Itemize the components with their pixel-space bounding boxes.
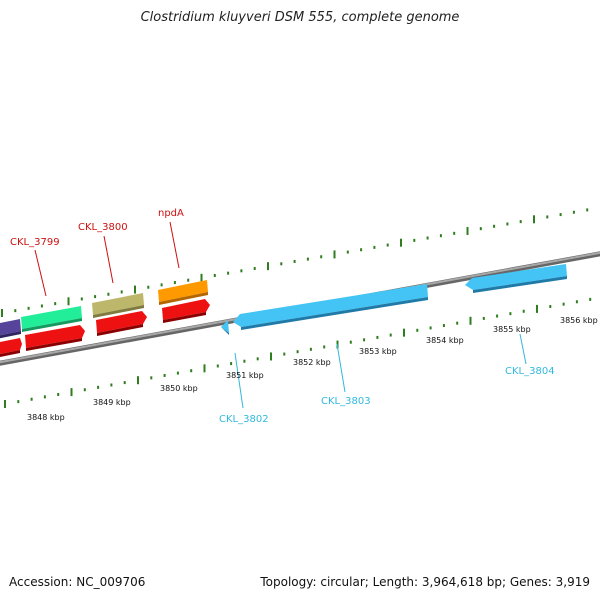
tick-label: 3854 kbp xyxy=(426,336,464,345)
upper-tick-track xyxy=(1,208,589,317)
genome-title: Clostridium kluyveri DSM 555, complete g… xyxy=(140,10,460,25)
tick-label: 3850 kbp xyxy=(160,384,198,393)
gene-ckl3804[interactable] xyxy=(465,264,567,293)
tick-labels: 3848 kbp 3849 kbp 3850 kbp 3851 kbp 3852… xyxy=(27,316,598,422)
gene-ckl3799[interactable] xyxy=(21,306,82,332)
tick-label: 3856 kbp xyxy=(560,316,598,325)
gene-ckl3802[interactable] xyxy=(221,320,229,335)
label-ckl3802: CKL_3802 xyxy=(219,414,269,425)
gene-red-1[interactable] xyxy=(0,338,22,358)
gene-ckl3800[interactable] xyxy=(92,293,144,318)
gene-purple-left[interactable] xyxy=(0,319,21,339)
tick-label: 3848 kbp xyxy=(27,413,65,422)
gene-ckl3803[interactable] xyxy=(233,284,428,330)
tick-label: 3855 kbp xyxy=(493,325,531,334)
label-leaders xyxy=(34,221,527,409)
gene-red-3[interactable] xyxy=(96,311,147,336)
genome-summary-text: Topology: circular; Length: 3,964,618 bp… xyxy=(260,575,590,589)
tick-label: 3851 kbp xyxy=(226,371,264,380)
label-ckl3804: CKL_3804 xyxy=(505,366,555,377)
gene-red-2[interactable] xyxy=(25,325,85,351)
tick-label: 3853 kbp xyxy=(359,347,397,356)
label-ckl3800: CKL_3800 xyxy=(78,222,128,233)
label-ckl3803: CKL_3803 xyxy=(321,396,371,407)
tick-label: 3852 kbp xyxy=(293,358,331,367)
gene-red-4[interactable] xyxy=(162,299,210,323)
tick-label: 3849 kbp xyxy=(93,398,131,407)
gene-npda[interactable] xyxy=(158,280,208,305)
label-npda: npdA xyxy=(158,208,184,219)
accession-text: Accession: NC_009706 xyxy=(9,575,146,589)
label-ckl3799: CKL_3799 xyxy=(10,237,60,248)
lower-tick-track xyxy=(4,297,592,408)
